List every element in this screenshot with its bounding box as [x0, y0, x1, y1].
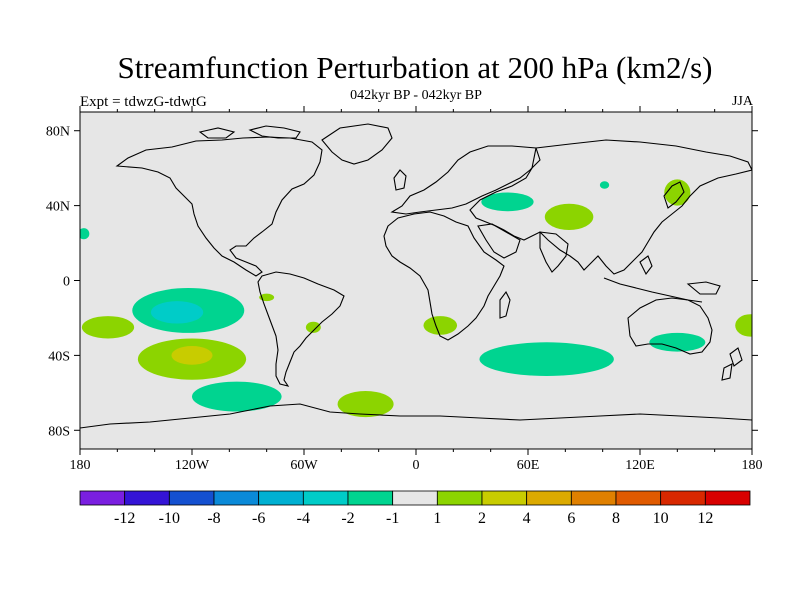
- axes: 180 120W 60W 0 60E 120E 180 80N 40N 0 40S 80S: [46, 106, 763, 473]
- colorbar-swatch: [526, 490, 572, 506]
- colorbar-label: -4: [297, 510, 310, 527]
- colorbar-label: 8: [612, 510, 620, 527]
- chart-subtitle: 042kyr BP - 042kyr BP: [350, 88, 482, 103]
- season-label: JJA: [731, 94, 753, 109]
- contour-region: [150, 301, 204, 324]
- colorbar-label: -8: [207, 510, 220, 527]
- colorbar-swatch: [302, 490, 349, 506]
- colorbar-swatch: [213, 490, 260, 506]
- colorbar-label: 6: [567, 510, 575, 527]
- chart-title: Streamfunction Perturbation at 200 hPa (…: [117, 50, 713, 85]
- colorbar-label: 4: [523, 510, 531, 527]
- x-tick-label: 60E: [517, 458, 540, 473]
- colorbar-swatch: [481, 490, 528, 506]
- colorbar-label: 2: [478, 510, 486, 527]
- x-tick-label: 60W: [290, 458, 318, 473]
- contour-region: [479, 342, 614, 376]
- y-tick-label: 80S: [48, 424, 70, 439]
- colorbar-swatch: [392, 490, 438, 506]
- contour-region: [171, 346, 213, 365]
- colorbar-swatch: [168, 490, 215, 506]
- y-tick-label: 0: [63, 275, 70, 290]
- colorbar-swatch: [436, 490, 483, 506]
- y-tick-label: 40N: [46, 200, 70, 215]
- colorbar: -12 -10 -8 -6 -4 -2 -1 1 2 4 6 8 10 12: [79, 490, 751, 527]
- contour-region: [81, 316, 135, 339]
- y-tick-label: 40S: [48, 349, 70, 364]
- contour-region: [337, 390, 394, 418]
- colorbar-swatch: [615, 490, 662, 506]
- experiment-label: Expt = tdwzG-tdwtG: [80, 94, 207, 110]
- x-tick-label: 180: [742, 458, 763, 473]
- colorbar-swatch: [347, 490, 394, 506]
- colorbar-label: -12: [114, 510, 135, 527]
- colorbar-label: -6: [252, 510, 265, 527]
- colorbar-label: 1: [433, 510, 441, 527]
- contour-region: [481, 192, 534, 212]
- colorbar-swatch: [258, 490, 304, 506]
- colorbar-label: 10: [653, 510, 669, 527]
- contour-region: [423, 316, 458, 335]
- colorbar-swatch: [570, 490, 617, 506]
- coastlines: [80, 123, 752, 429]
- contour-region: [544, 203, 594, 230]
- contour-region: [649, 332, 706, 352]
- colorbar-swatch: [79, 490, 126, 506]
- x-tick-label: 120W: [175, 458, 210, 473]
- map-background: [80, 112, 752, 449]
- x-tick-label: 120E: [625, 458, 655, 473]
- colorbar-swatch: [660, 490, 706, 506]
- y-tick-label: 80N: [46, 125, 70, 140]
- contour-region: [735, 314, 752, 337]
- x-tick-label: 180: [70, 458, 91, 473]
- colorbar-swatch: [704, 490, 751, 506]
- contour-regions: [80, 179, 752, 418]
- contour-region: [664, 179, 691, 206]
- contour-region: [80, 228, 90, 240]
- contour-region: [192, 381, 282, 412]
- colorbar-label: -1: [386, 510, 399, 527]
- contour-region: [305, 321, 321, 333]
- contour-region: [599, 181, 610, 189]
- x-tick-label: 0: [413, 458, 420, 473]
- colorbar-swatch: [124, 490, 170, 506]
- colorbar-label: -2: [341, 510, 354, 527]
- colorbar-label: -10: [159, 510, 180, 527]
- colorbar-label: 12: [697, 510, 713, 527]
